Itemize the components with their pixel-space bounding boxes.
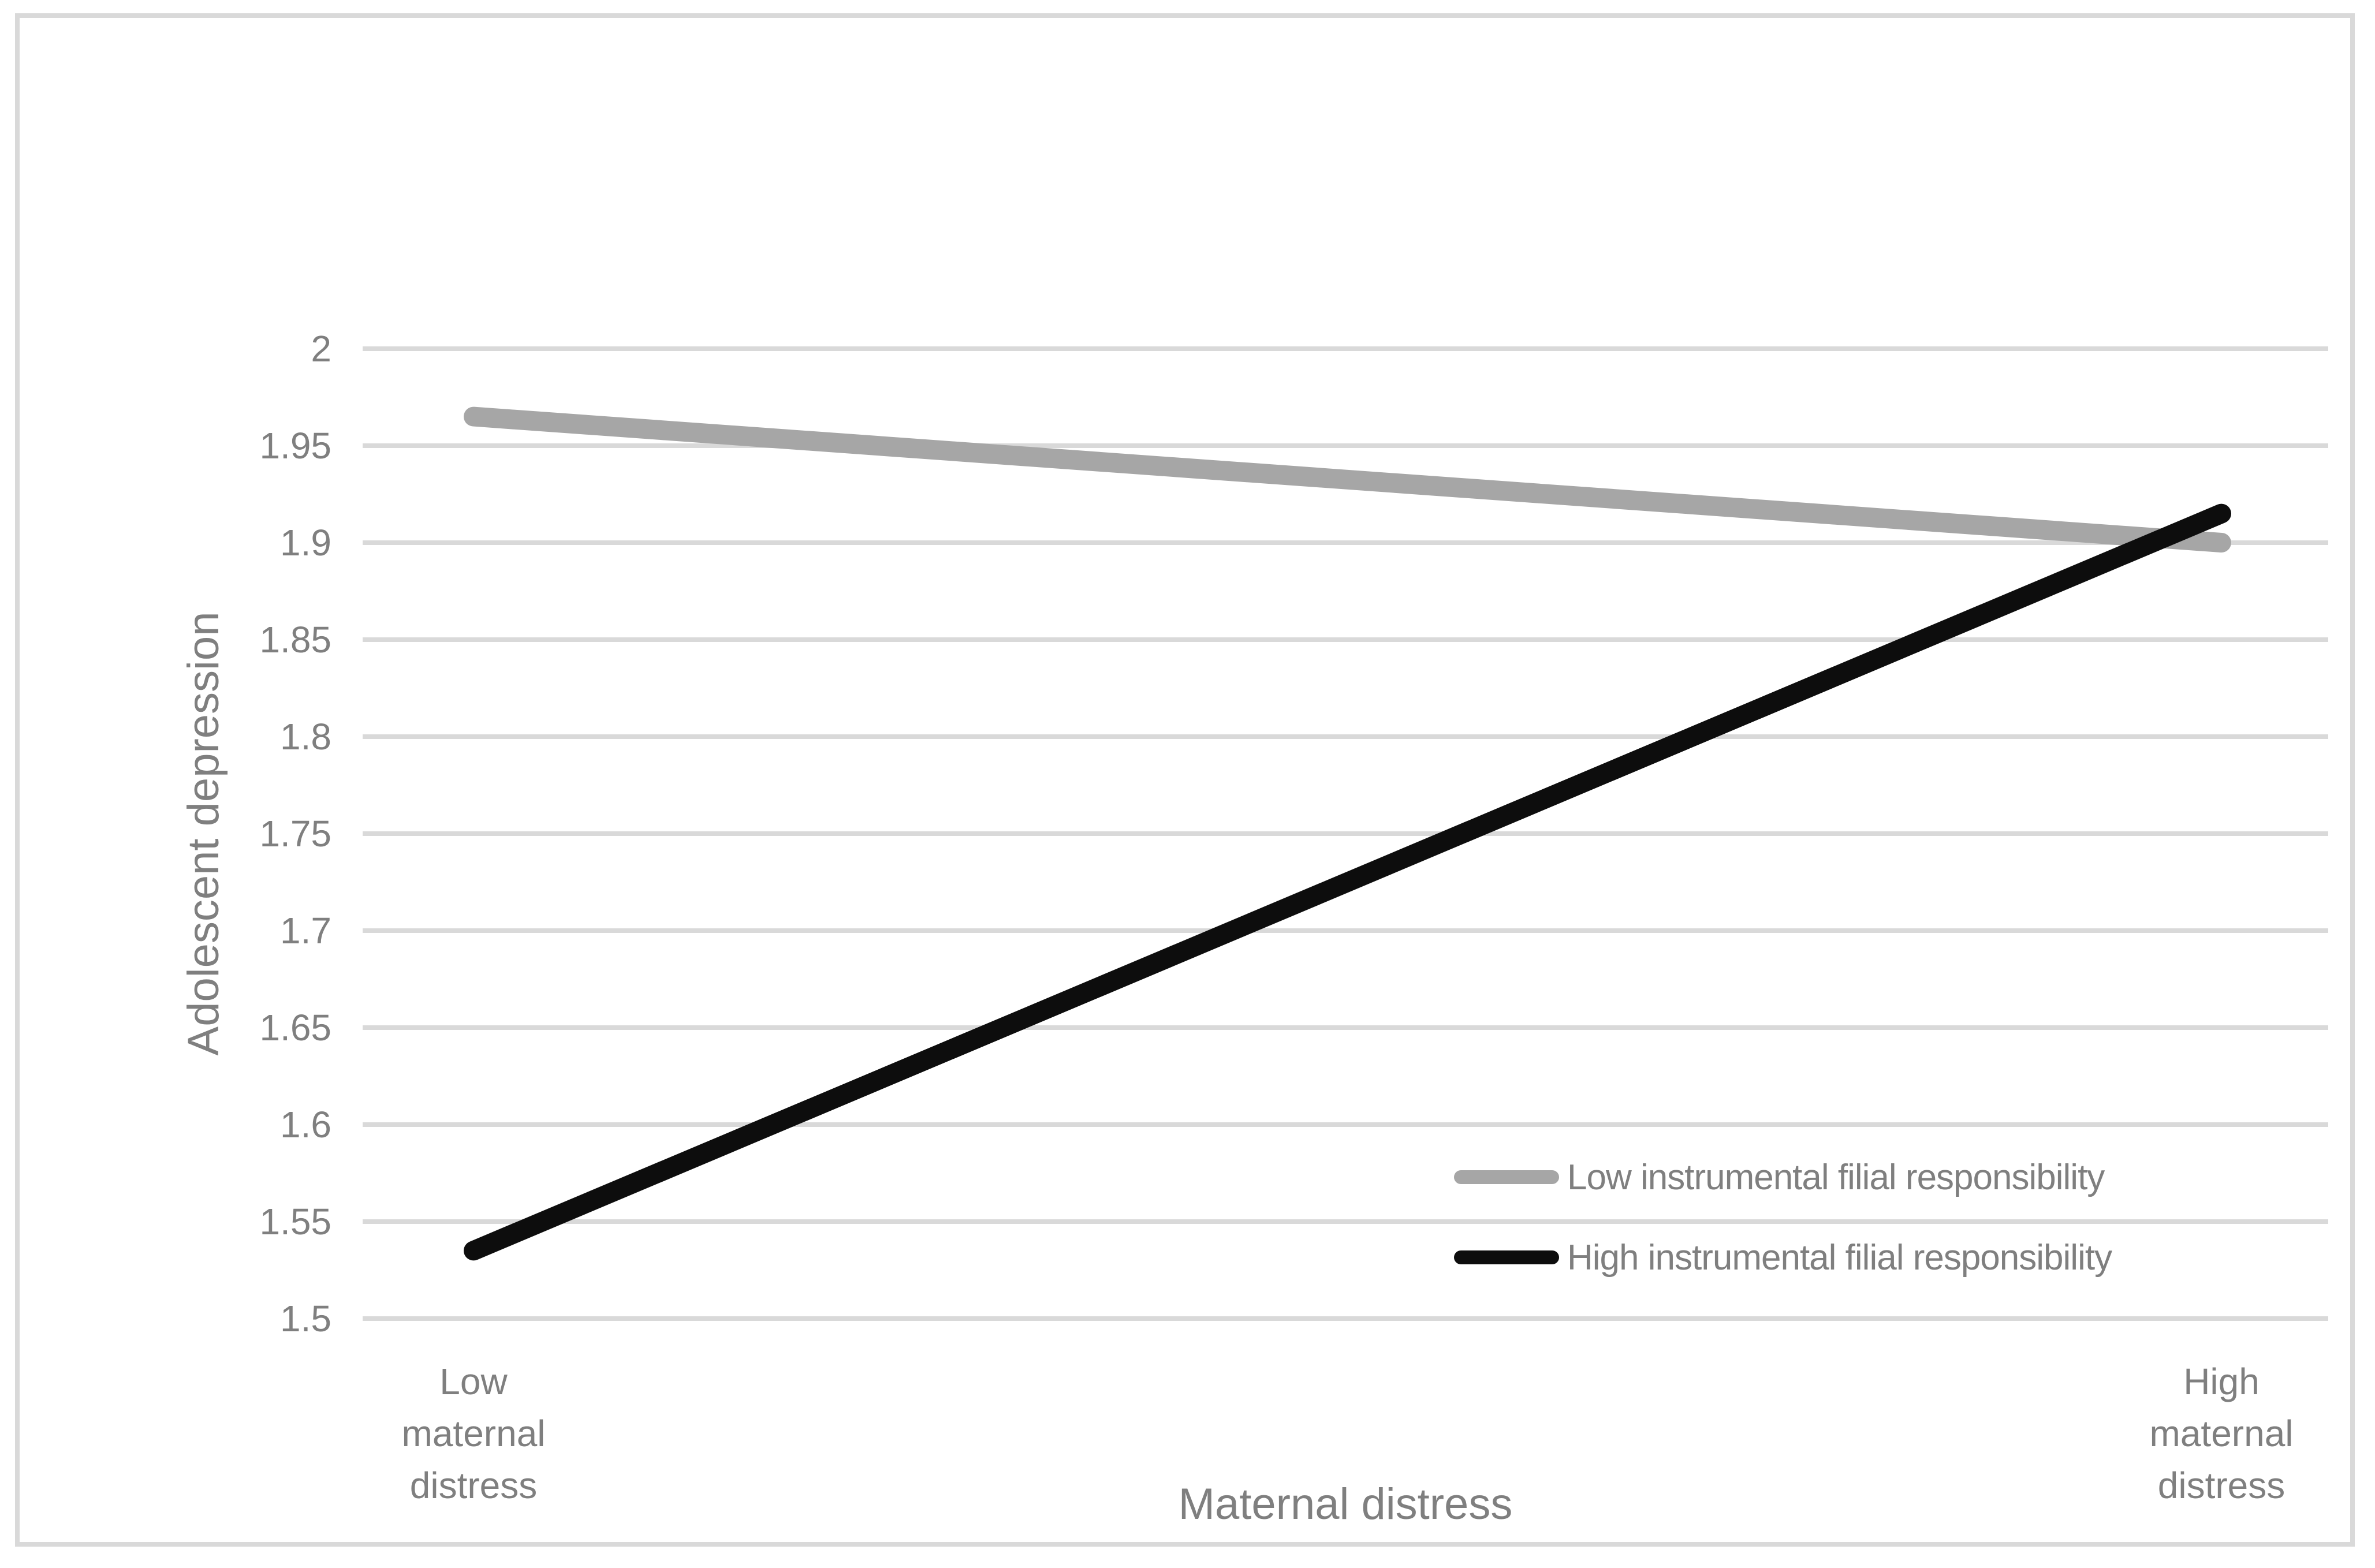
- legend-item-low-filial: Low instrumental filial responsibility: [1454, 1151, 2105, 1203]
- y-tick-label-1.8: 1.8: [280, 716, 331, 757]
- gridline-1.55: [363, 1219, 2328, 1224]
- y-tick-label-1.75: 1.75: [259, 813, 331, 854]
- legend-swatch-high-filial: [1454, 1250, 1559, 1264]
- legend-label-high-filial: High instrumental filial responsibility: [1567, 1237, 2112, 1278]
- x-category-label-high-maternal-distress: High maternal distress: [2149, 1361, 2294, 1506]
- gridline-1.5: [363, 1316, 2328, 1321]
- gridline-1.75: [363, 831, 2328, 836]
- y-tick-label-1.85: 1.85: [259, 619, 331, 660]
- gridline-1.85: [363, 637, 2328, 642]
- y-tick-label-1.9: 1.9: [280, 522, 331, 563]
- legend-item-high-filial: High instrumental filial responsibility: [1454, 1231, 2112, 1283]
- y-tick-label-2: 2: [311, 328, 331, 369]
- y-tick-label-1.7: 1.7: [280, 910, 331, 951]
- x-category-label-low-maternal-distress: Low maternal distress: [401, 1361, 546, 1506]
- legend-swatch-low-filial: [1454, 1170, 1559, 1184]
- chart-border: [15, 13, 2355, 1547]
- y-tick-label-1.95: 1.95: [259, 425, 331, 466]
- y-tick-label-1.55: 1.55: [259, 1201, 331, 1242]
- y-tick-label-1.65: 1.65: [259, 1007, 331, 1048]
- y-axis-title: Adolescent depression: [179, 611, 228, 1056]
- gridline-1.6: [363, 1122, 2328, 1127]
- gridline-1.95: [363, 443, 2328, 448]
- y-tick-label-1.5: 1.5: [280, 1298, 331, 1339]
- gridline-1.9: [363, 540, 2328, 545]
- x-axis-title: Maternal distress: [1178, 1480, 1513, 1529]
- gridline-1.7: [363, 928, 2328, 933]
- gridline-1.8: [363, 734, 2328, 739]
- series-line-high-filial: [464, 503, 2231, 1261]
- gridline-1.65: [363, 1025, 2328, 1030]
- gridline-2: [363, 346, 2328, 351]
- y-tick-label-1.6: 1.6: [280, 1104, 331, 1145]
- legend-label-low-filial: Low instrumental filial responsibility: [1567, 1157, 2105, 1197]
- series-line-low-filial: [464, 406, 2231, 552]
